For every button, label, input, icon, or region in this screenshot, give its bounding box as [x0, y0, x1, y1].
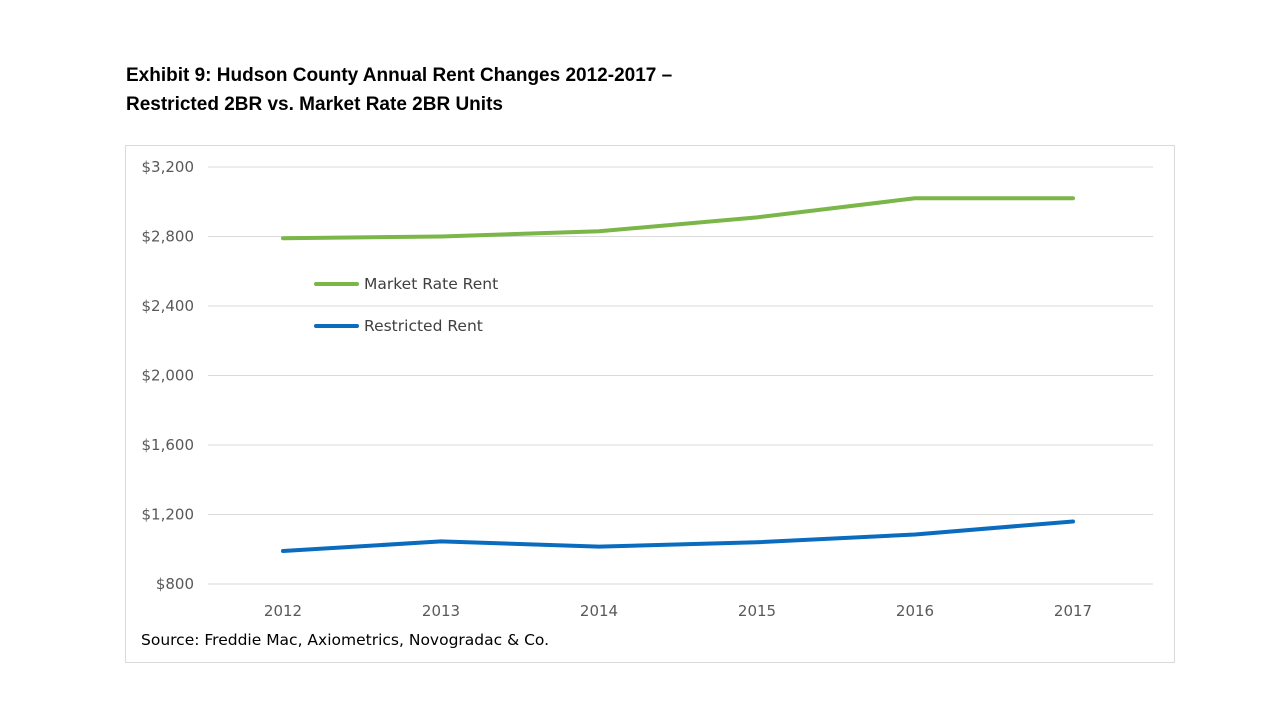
legend: Market Rate Rent Restricted Rent — [314, 275, 498, 335]
series-line-restricted — [281, 519, 1075, 553]
gridlines — [208, 166, 1153, 585]
y-tick-label-2000: $2,000 — [142, 367, 195, 385]
y-tick-label-1600: $1,600 — [142, 436, 195, 454]
x-tick-label-2012: 2012 — [264, 602, 302, 620]
x-tick-label-2017: 2017 — [1054, 602, 1092, 620]
legend-label-0: Market Rate Rent — [364, 275, 498, 293]
x-tick-label-2016: 2016 — [896, 602, 934, 620]
y-axis-tick-labels: $800 $1,200 $1,600 $2,000 $2,400 $2,800 $3,200 — [142, 158, 195, 593]
chart-frame: $800 $1,200 $1,600 $2,000 $2,400 $2,800 $3,200… — [125, 145, 1175, 663]
legend-label-1: Restricted Rent — [364, 317, 483, 335]
y-tick-label-1200: $1,200 — [142, 506, 195, 524]
source-note: Source: Freddie Mac, Axiometrics, Novogr… — [141, 631, 550, 649]
data-series — [281, 196, 1075, 553]
x-tick-label-2014: 2014 — [580, 602, 618, 620]
chart-title-line-1: Exhibit 9: Hudson County Annual Rent Cha… — [126, 65, 673, 86]
chart-title: Exhibit 9: Hudson County Annual Rent Cha… — [126, 61, 672, 119]
x-tick-label-2015: 2015 — [738, 602, 776, 620]
y-tick-label-800: $800 — [156, 575, 194, 593]
line-chart: $800 $1,200 $1,600 $2,000 $2,400 $2,800 $3,200… — [142, 158, 1153, 620]
y-tick-label-2400: $2,400 — [142, 297, 195, 315]
y-tick-label-3200: $3,200 — [142, 158, 195, 176]
x-axis-tick-labels: 2012 2013 2014 2015 2016 2017 — [264, 602, 1092, 620]
series-line-market-rate — [281, 196, 1075, 241]
x-tick-label-2013: 2013 — [422, 602, 460, 620]
chart-title-line-2: Restricted 2BR vs. Market Rate 2BR Units — [126, 94, 503, 115]
y-tick-label-2800: $2,800 — [142, 228, 195, 246]
